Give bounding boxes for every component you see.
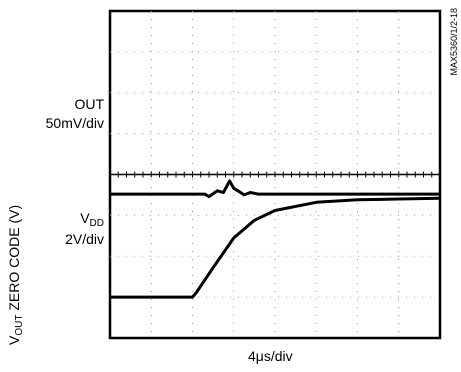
x-axis-scale-label: 4μs/div <box>248 348 293 364</box>
center-axis-ticks <box>117 171 433 178</box>
y-axis-label-rest: ZERO CODE (V) <box>6 204 22 315</box>
vdd-label-main: V <box>80 210 90 226</box>
vdd-scale-label: 2V/div <box>65 231 104 247</box>
vdd-label-sub: DD <box>89 218 104 229</box>
vdd-trace <box>110 196 441 299</box>
y-axis-label: VOUT ZERO CODE (V) <box>6 204 25 345</box>
out-trace <box>110 179 440 199</box>
y-axis-label-sub: OUT <box>14 314 25 336</box>
grid <box>110 11 440 338</box>
out-channel-label: OUT <box>74 96 104 112</box>
figure-id: MAX5360/1/2-18 <box>449 8 459 76</box>
vdd-channel-label: VDD <box>80 210 104 229</box>
out-scale-label: 50mV/div <box>45 115 104 131</box>
y-axis-label-prefix: V <box>6 335 22 345</box>
